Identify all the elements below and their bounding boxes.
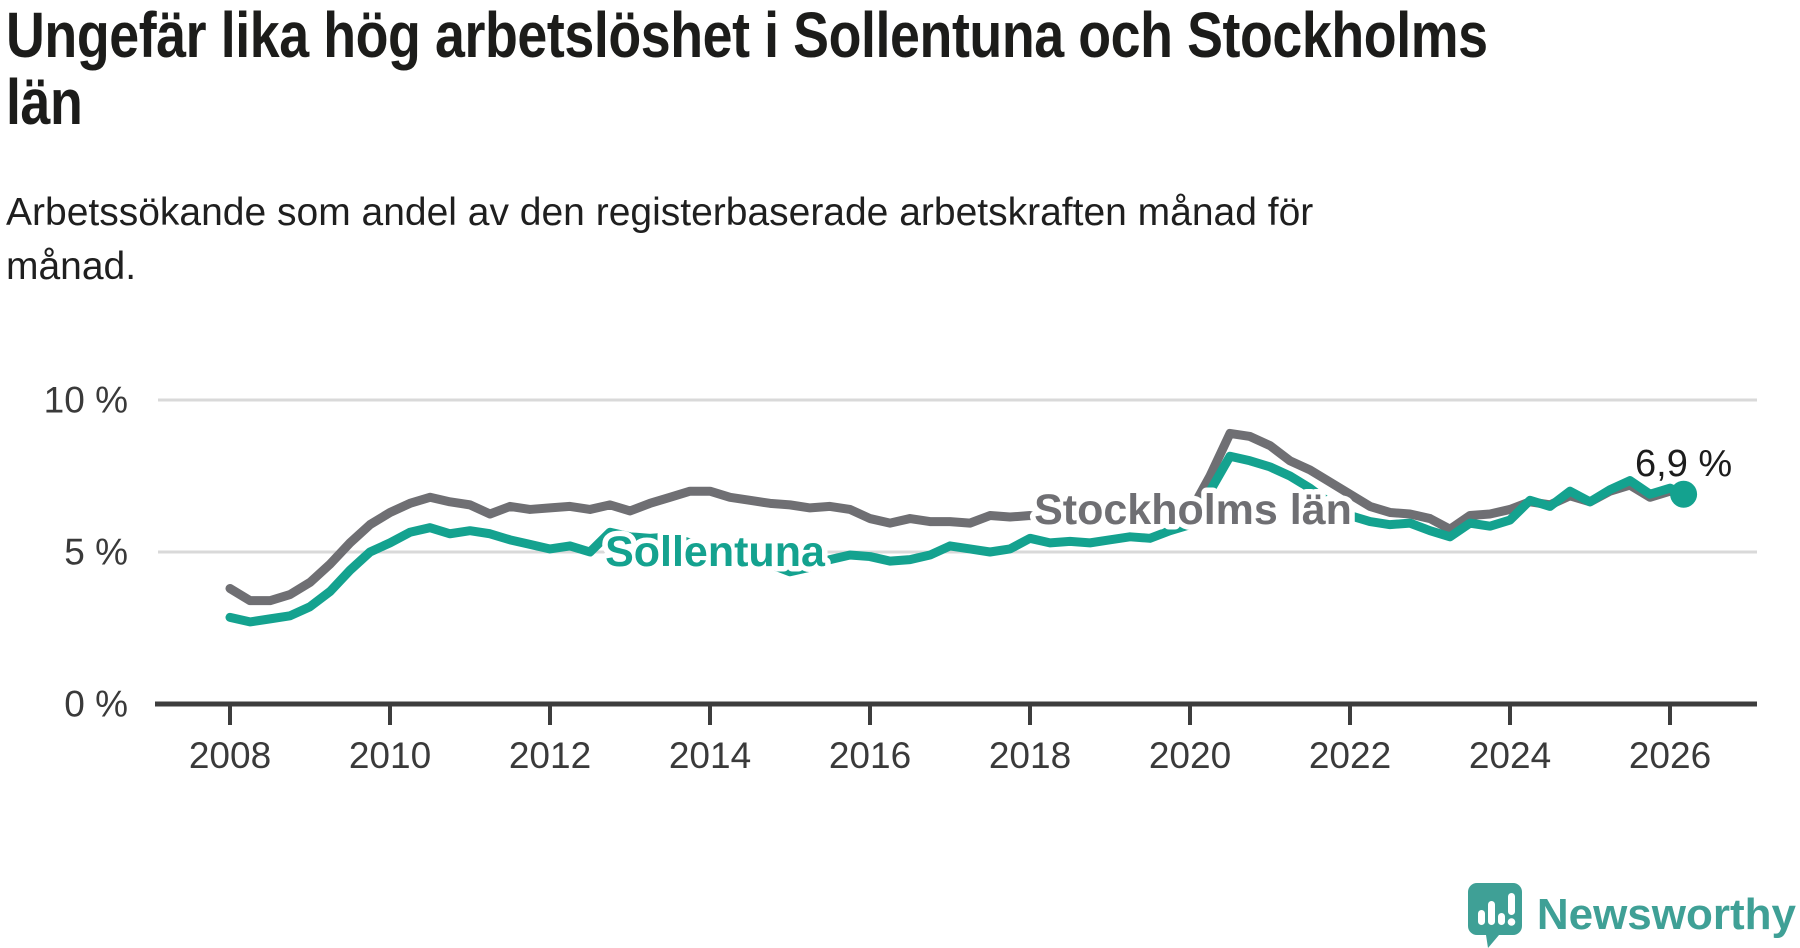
series-line-stockholms-l-n bbox=[225, 428, 1689, 606]
newsworthy-bubble-icon bbox=[1467, 883, 1522, 948]
y-tick-label: 10 % bbox=[44, 380, 128, 421]
x-tick-label: 2010 bbox=[349, 735, 431, 776]
end-point-dot bbox=[1670, 480, 1698, 508]
series-label-sollentuna: Sollentuna bbox=[605, 528, 826, 576]
x-tick-label: 2014 bbox=[669, 735, 751, 776]
x-tick-label: 2022 bbox=[1309, 735, 1391, 776]
x-tick-label: 2026 bbox=[1629, 735, 1711, 776]
x-tick-label: 2024 bbox=[1469, 735, 1551, 776]
page-title: Ungefär lika hög arbetslöshet i Sollentu… bbox=[6, 0, 1488, 138]
newsworthy-logo-text: Newsworthy bbox=[1536, 890, 1796, 939]
x-tick-label: 2008 bbox=[189, 735, 271, 776]
x-tick-label: 2012 bbox=[509, 735, 591, 776]
x-tick-label: 2018 bbox=[989, 735, 1071, 776]
y-tick-label: 5 % bbox=[64, 532, 128, 573]
chart-subtitle: Arbetssökande som andel av den registerb… bbox=[6, 191, 1314, 288]
x-tick-label: 2016 bbox=[829, 735, 911, 776]
newsworthy-logo: Newsworthy bbox=[1467, 882, 1796, 948]
series-label-stockholms-l-n: Stockholms län bbox=[1034, 486, 1352, 534]
end-value-label: 6,9 % bbox=[1635, 443, 1732, 485]
series-line-sollentuna bbox=[225, 451, 1689, 627]
x-tick-label: 2020 bbox=[1149, 735, 1231, 776]
y-tick-label: 0 % bbox=[64, 684, 128, 725]
